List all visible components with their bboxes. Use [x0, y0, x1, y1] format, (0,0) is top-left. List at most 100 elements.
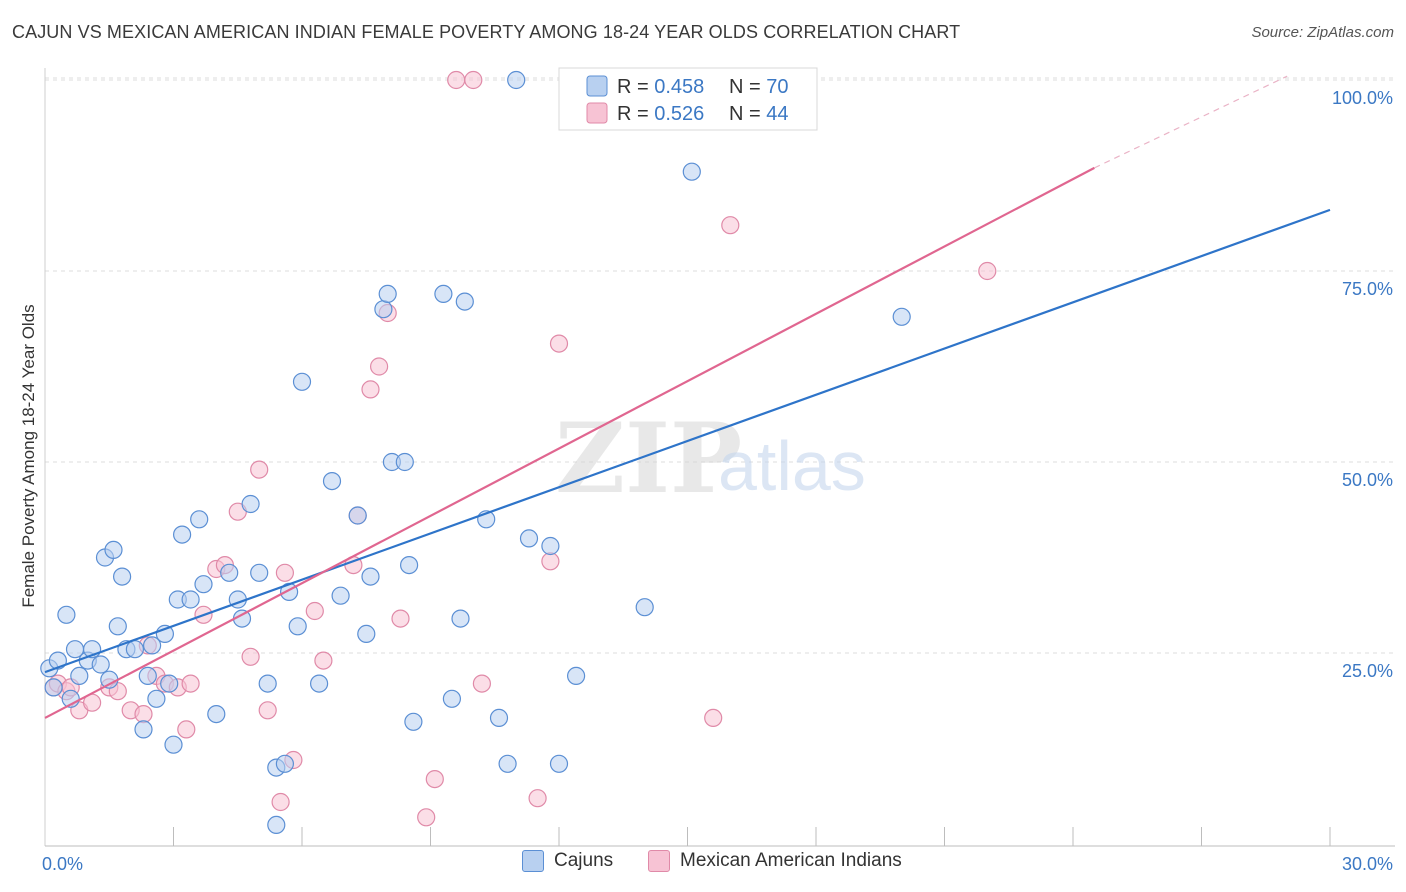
y-axis-label: Female Poverty Among 18-24 Year Olds	[19, 304, 38, 607]
cajuns-point	[541, 536, 560, 556]
cajuns-point	[100, 670, 119, 689]
cajuns-point	[404, 712, 423, 731]
cajuns-point	[258, 674, 277, 693]
axes	[44, 68, 1395, 847]
legend-item-mexican-american-indians[interactable]: Mexican American Indians	[648, 850, 902, 872]
cajuns-point	[143, 636, 162, 655]
cajuns-point	[125, 640, 144, 659]
cajuns-point	[112, 567, 132, 586]
cajuns-point	[489, 708, 509, 728]
mexican-american-indians-point	[370, 357, 389, 376]
stats-row: R = 0.458 N = 70	[617, 76, 789, 98]
cajuns-point	[434, 284, 453, 303]
y-tick-label: 25.0%	[1342, 661, 1393, 681]
legend-swatch-cajuns	[522, 850, 544, 872]
mexican-american-indians-point	[181, 674, 200, 693]
cajuns-point	[292, 372, 312, 391]
n-value: 70	[766, 76, 788, 98]
n-value: 44	[766, 103, 788, 125]
y-tick-label: 50.0%	[1342, 470, 1393, 490]
mexican-american-indians-point	[361, 380, 380, 399]
mexican-american-indians-point	[258, 701, 277, 720]
chart-title: CAJUN VS MEXICAN AMERICAN INDIAN FEMALE …	[12, 22, 961, 42]
cajuns-point	[138, 666, 157, 686]
r-label: R =	[617, 103, 654, 125]
y-tick-labels: 25.0% 50.0% 75.0% 100.0%	[1332, 88, 1393, 681]
r-value: 0.526	[654, 103, 704, 125]
grid-lines	[45, 77, 1395, 654]
cajuns-point	[104, 540, 123, 560]
cajuns-point	[455, 292, 474, 311]
cajuns-point	[190, 510, 209, 529]
cajuns-point	[361, 567, 380, 586]
mexican-american-indians-point	[275, 563, 294, 582]
cajuns-point	[181, 590, 200, 609]
mexican-american-indians-point	[528, 789, 547, 808]
r-value: 0.458	[654, 76, 704, 98]
stats-swatch	[586, 102, 608, 124]
mexican-american-indians-point	[134, 704, 153, 724]
mexican-american-indians-point	[177, 720, 196, 739]
cajuns-point	[507, 70, 526, 90]
mexican-american-indians-point	[704, 708, 723, 728]
cajuns-point	[498, 754, 517, 773]
mexican-american-indians-point	[464, 70, 483, 90]
cajuns-point	[348, 506, 367, 525]
stats-swatch	[586, 75, 608, 97]
legend-label-mexican-american-indians: Mexican American Indians	[680, 850, 902, 871]
x-tick-labels: 0.0% 30.0%	[42, 854, 1393, 874]
mexican-american-indians-point	[391, 609, 410, 628]
cajuns-point	[108, 617, 127, 636]
watermark-atlas: atlas	[718, 427, 866, 505]
cajuns-point	[378, 284, 397, 303]
mexican-american-indians-point	[417, 808, 436, 827]
cajuns-point	[57, 605, 76, 624]
cajuns-point	[442, 689, 461, 708]
mexican-american-indians-point	[250, 460, 269, 479]
cajuns-point	[288, 617, 307, 636]
cajuns-point	[400, 555, 419, 575]
cajuns-point	[635, 598, 654, 617]
mexican-american-indians-point	[541, 552, 560, 571]
y-tick-label: 75.0%	[1342, 279, 1393, 299]
cajuns-point	[241, 494, 260, 514]
cajuns-point	[250, 563, 269, 582]
mexican-american-indians-point	[305, 601, 324, 621]
mexican-american-indians-point	[978, 261, 997, 281]
cajuns-point	[220, 563, 239, 582]
mexican-american-indians-point	[241, 647, 260, 666]
cajuns-point	[207, 704, 226, 724]
cajuns-point	[267, 815, 286, 835]
mexican-american-indians-point	[425, 769, 444, 789]
cajuns-point	[194, 575, 213, 594]
legend-item-cajuns[interactable]: Cajuns	[522, 850, 613, 872]
mexican-american-indians-point	[271, 792, 290, 812]
cajuns-point	[451, 609, 470, 628]
cajuns-point	[892, 307, 911, 326]
cajuns-point	[134, 720, 153, 739]
cajuns-point	[322, 472, 342, 491]
series-legend: Cajuns Mexican American Indians	[0, 850, 1406, 880]
mexican-american-indians-point	[472, 674, 491, 693]
y-tick-label: 100.0%	[1332, 88, 1393, 108]
mexican-american-indians-point	[549, 334, 569, 353]
x-tick-label-start: 0.0%	[42, 854, 83, 874]
legend-swatch-mexican-american-indians	[648, 850, 670, 872]
cajuns-point	[147, 689, 166, 708]
trend-lines	[44, 75, 1331, 719]
cajuns-point	[331, 586, 350, 605]
trend-line-cajuns	[44, 208, 1331, 674]
n-label: N =	[729, 103, 766, 125]
stats-legend: R = 0.458 N = 70 R = 0.526 N = 44	[558, 67, 818, 131]
x-tick-label-end: 30.0%	[1342, 854, 1393, 874]
cajuns-point	[357, 624, 376, 644]
cajuns-point	[374, 300, 393, 319]
mexican-american-indians-point	[721, 216, 740, 235]
mexican-american-indians-point	[447, 70, 466, 90]
mexican-american-indians-point	[314, 651, 333, 670]
cajuns-point	[160, 674, 179, 693]
watermark-zip: ZIP	[555, 402, 742, 515]
cajuns-point	[91, 655, 110, 674]
n-label: N =	[729, 76, 766, 98]
